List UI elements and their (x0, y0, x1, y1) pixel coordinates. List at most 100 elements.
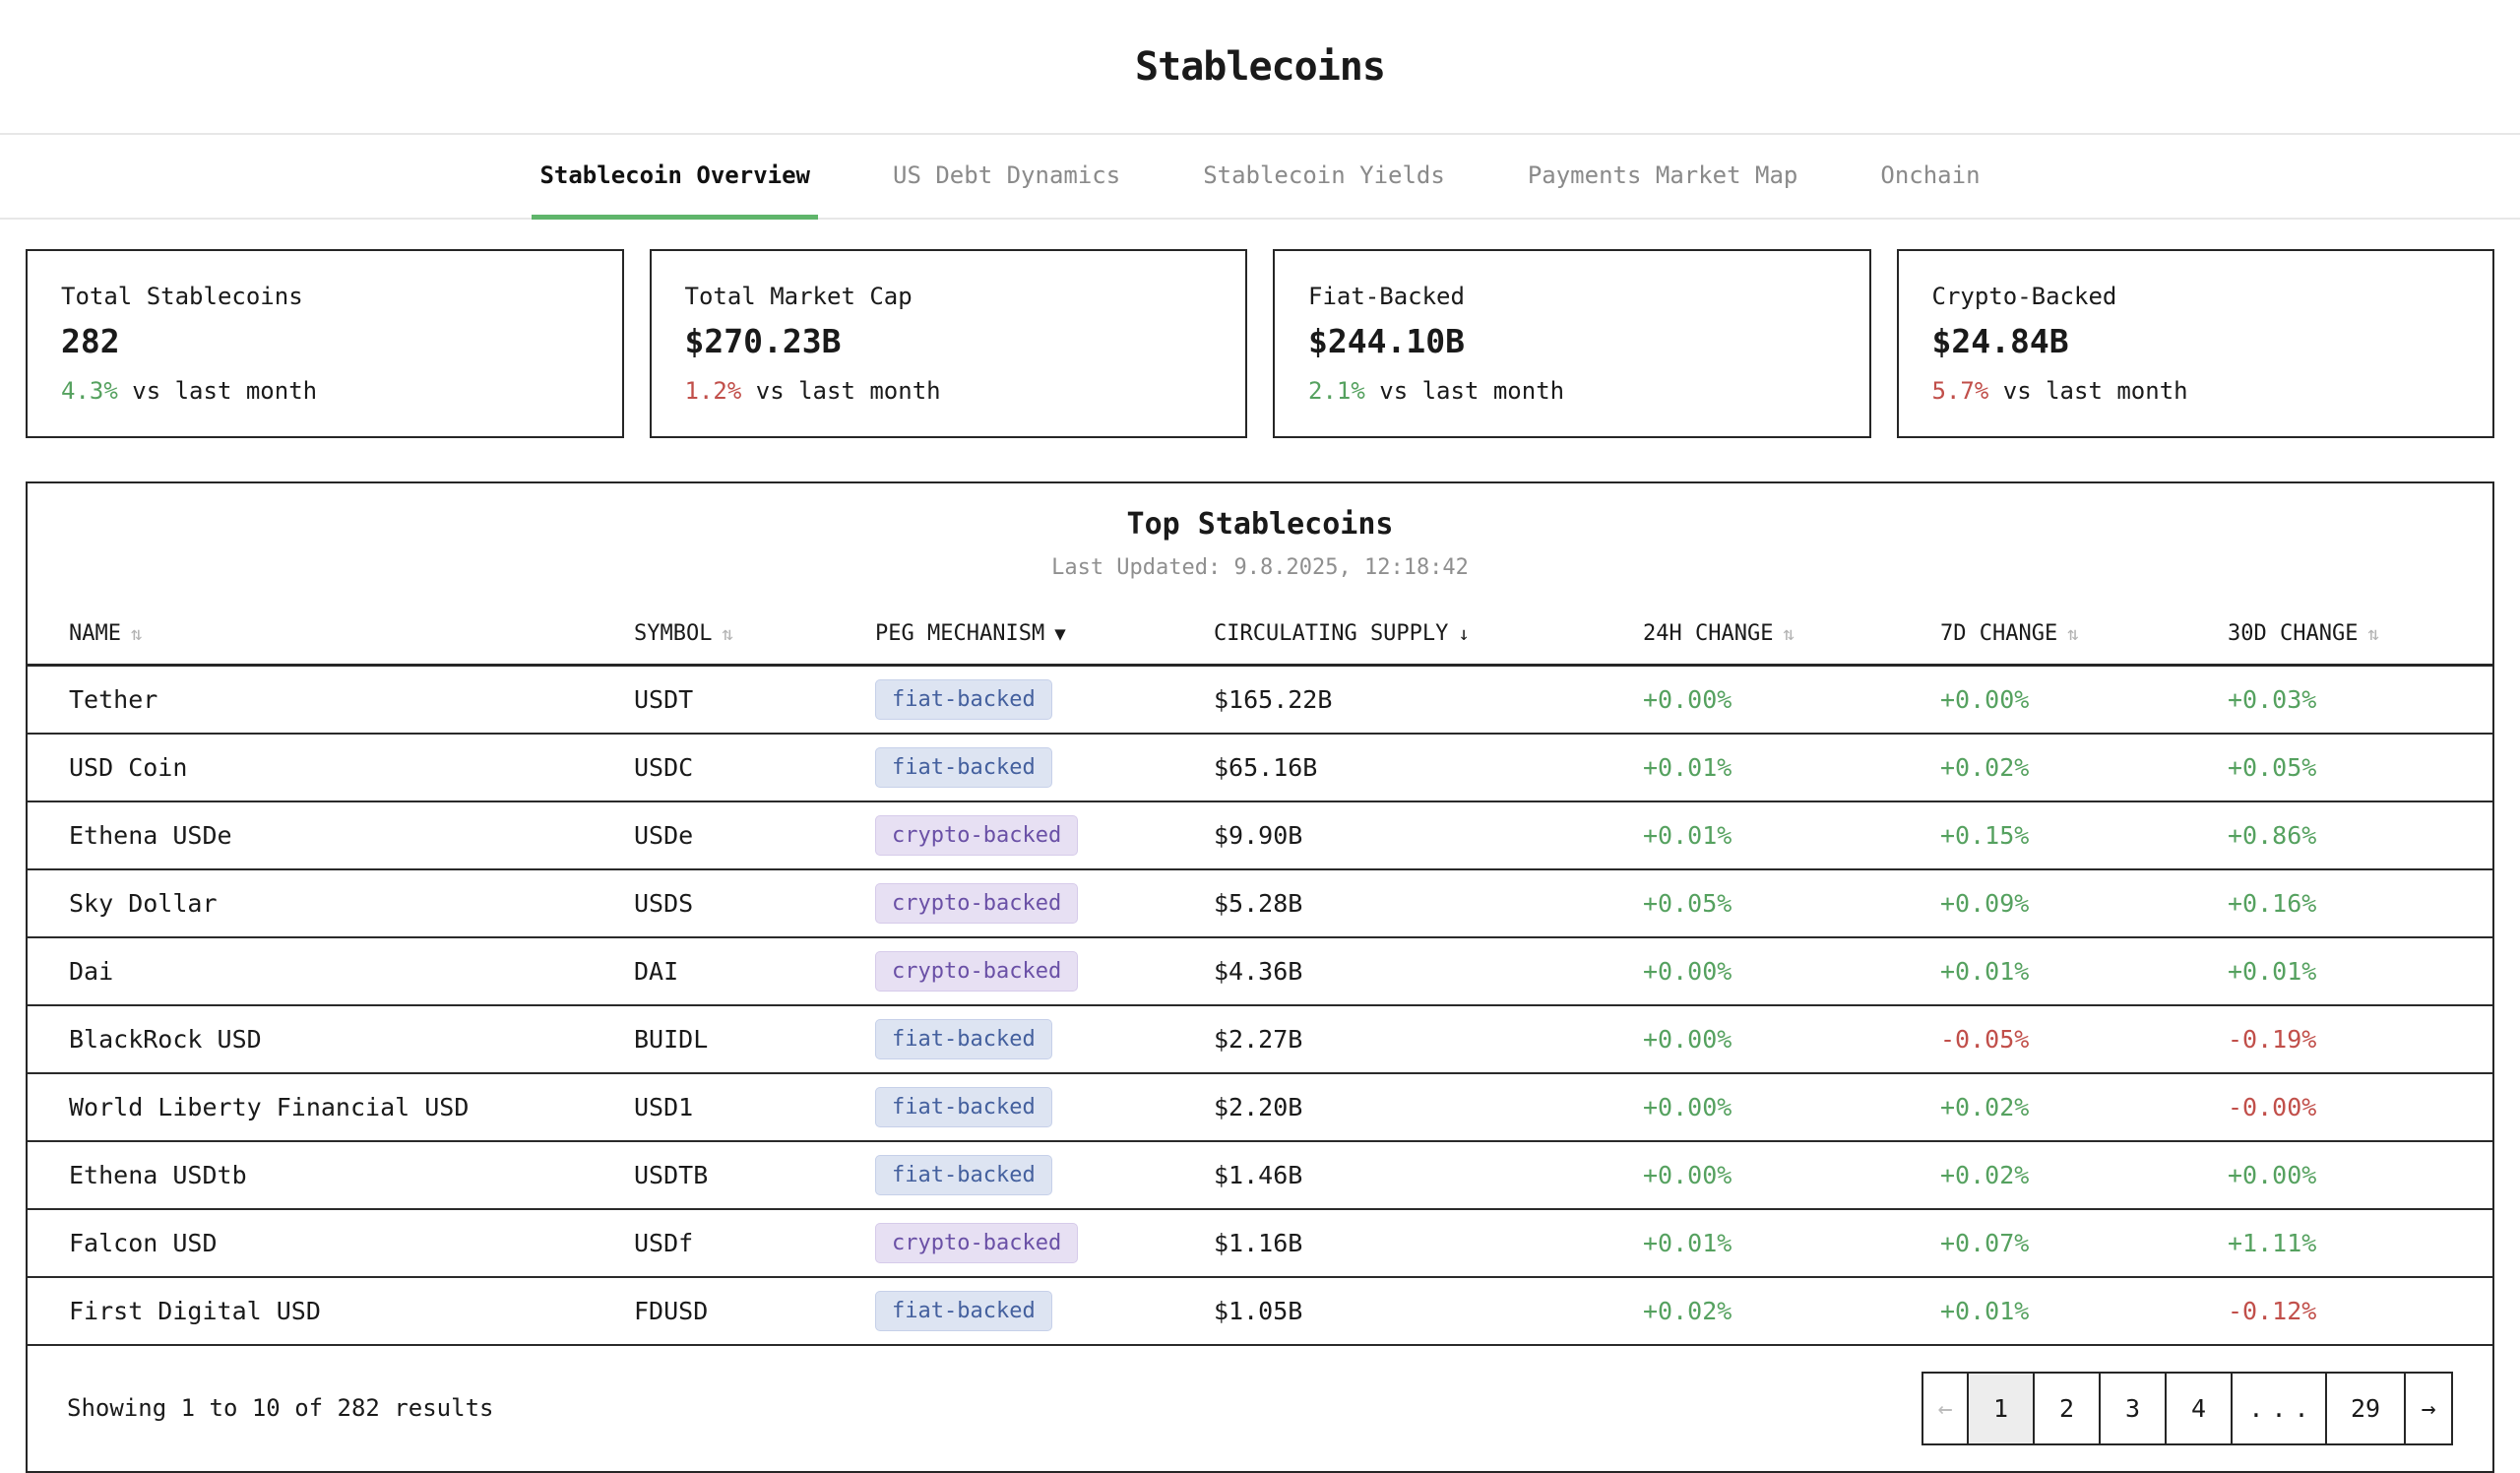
peg-mechanism-badge: crypto-backed (875, 814, 1079, 856)
column-header-name[interactable]: NAME ⇅ (28, 602, 634, 667)
cell-24h-change: +0.01% (1643, 1208, 1940, 1278)
cell-supply: $2.27B (1214, 1004, 1643, 1074)
cell-peg: fiat-backed (875, 733, 1214, 802)
cell-symbol: USDe (634, 801, 875, 870)
prev-page-button[interactable]: ← (1923, 1373, 1969, 1443)
cell-7d-change: +0.01% (1940, 936, 2228, 1006)
stat-card-fiat-backed: Fiat-Backed $244.10B 2.1% vs last month (1273, 249, 1871, 438)
stat-change-label: vs last month (117, 377, 318, 405)
cell-24h-change: +0.01% (1643, 733, 1940, 802)
stat-change-label: vs last month (741, 377, 941, 405)
column-header-symbol[interactable]: SYMBOL ⇅ (634, 602, 875, 667)
peg-mechanism-badge: fiat-backed (875, 678, 1052, 720)
cell-30d-change: +0.05% (2228, 733, 2492, 802)
sort-icon: ⇅ (2067, 623, 2079, 645)
cell-symbol: USDf (634, 1208, 875, 1278)
cell-30d-change: -0.12% (2228, 1276, 2492, 1346)
stat-change: 1.2% vs last month (685, 377, 1213, 405)
column-label: 7D CHANGE (1940, 621, 2058, 646)
cell-24h-change: +0.01% (1643, 801, 1940, 870)
stat-label: Total Market Cap (684, 283, 913, 310)
results-summary: Showing 1 to 10 of 282 results (67, 1394, 494, 1422)
cell-30d-change: +0.00% (2228, 1140, 2492, 1210)
table-row: USD Coin USDC fiat-backed $65.16B +0.01%… (28, 733, 2492, 802)
tab-bar: Stablecoin Overview US Debt Dynamics Sta… (0, 135, 2520, 220)
cell-30d-change: +0.86% (2228, 801, 2492, 870)
cell-symbol: USDC (634, 733, 875, 802)
column-header-24h-change[interactable]: 24H CHANGE ⇅ (1643, 602, 1940, 667)
next-page-button[interactable]: → (2406, 1373, 2451, 1443)
stat-card-total-stablecoins: Total Stablecoins 282 4.3% vs last month (26, 249, 624, 438)
cell-name: World Liberty Financial USD (28, 1072, 634, 1142)
stat-card-crypto-backed: Crypto-Backed $24.84B 5.7% vs last month (1896, 249, 2494, 438)
cell-name: Ethena USDe (28, 801, 634, 870)
cell-7d-change: +0.07% (1940, 1208, 2228, 1278)
sort-icon: ⇅ (1783, 623, 1795, 645)
cell-symbol: USD1 (634, 1072, 875, 1142)
peg-mechanism-badge: fiat-backed (875, 1290, 1052, 1331)
sort-icon: ⇅ (722, 623, 733, 645)
cell-peg: fiat-backed (875, 1140, 1214, 1210)
peg-mechanism-badge: fiat-backed (875, 1018, 1052, 1059)
table-row: BlackRock USD BUIDL fiat-backed $2.27B +… (28, 1004, 2492, 1074)
cell-supply: $165.22B (1214, 665, 1643, 735)
page-button-3[interactable]: 3 (2101, 1373, 2167, 1443)
cell-peg: crypto-backed (875, 936, 1214, 1006)
tab-onchain[interactable]: Onchain (1880, 160, 1981, 189)
cell-7d-change: +0.01% (1940, 1276, 2228, 1346)
stat-label: Total Stablecoins (61, 283, 303, 310)
cell-peg: crypto-backed (875, 801, 1214, 870)
cell-7d-change: +0.00% (1940, 665, 2228, 735)
cell-name: Dai (28, 936, 634, 1006)
column-label: PEG MECHANISM (875, 621, 1045, 646)
table-row: Tether USDT fiat-backed $165.22B +0.00% … (28, 665, 2492, 735)
cell-name: First Digital USD (28, 1276, 634, 1346)
stat-change-label: vs last month (1364, 377, 1565, 405)
cell-supply: $5.28B (1214, 868, 1643, 938)
tab-stablecoin-yields[interactable]: Stablecoin Yields (1203, 160, 1445, 189)
stat-value: 282 (61, 322, 120, 360)
column-header-30d-change[interactable]: 30D CHANGE ⇅ (2228, 602, 2492, 667)
sort-icon: ⇅ (2367, 623, 2379, 645)
page-button-1[interactable]: 1 (1969, 1373, 2035, 1443)
stat-value: $24.84B (1931, 322, 2069, 360)
cell-24h-change: +0.02% (1643, 1276, 1940, 1346)
cell-supply: $4.36B (1214, 936, 1643, 1006)
cell-symbol: DAI (634, 936, 875, 1006)
cell-24h-change: +0.00% (1643, 1072, 1940, 1142)
page-button-29[interactable]: 29 (2327, 1373, 2406, 1443)
peg-mechanism-badge: crypto-backed (875, 882, 1079, 924)
column-label: NAME (69, 621, 121, 646)
peg-mechanism-badge: crypto-backed (875, 1222, 1079, 1263)
tab-payments-market-map[interactable]: Payments Market Map (1527, 160, 1798, 189)
peg-mechanism-badge: fiat-backed (875, 1086, 1052, 1127)
tab-us-debt-dynamics[interactable]: US Debt Dynamics (893, 160, 1121, 189)
page-header: Stablecoins (0, 0, 2520, 135)
table-row: First Digital USD FDUSD fiat-backed $1.0… (28, 1276, 2492, 1346)
stat-cards-row: Total Stablecoins 282 4.3% vs last month… (26, 249, 2494, 438)
column-header-7d-change[interactable]: 7D CHANGE ⇅ (1940, 602, 2228, 667)
page-ellipsis[interactable]: ... (2233, 1373, 2327, 1443)
cell-7d-change: +0.15% (1940, 801, 2228, 870)
cell-7d-change: +0.02% (1940, 1140, 2228, 1210)
cell-7d-change: -0.05% (1940, 1004, 2228, 1074)
stat-label: Crypto-Backed (1931, 283, 2117, 310)
peg-mechanism-badge: fiat-backed (875, 1154, 1052, 1195)
page-button-4[interactable]: 4 (2167, 1373, 2233, 1443)
column-header-peg-mechanism[interactable]: PEG MECHANISM ▼ (875, 602, 1214, 667)
stat-card-total-market-cap: Total Market Cap $270.23B 1.2% vs last m… (649, 249, 1247, 438)
column-header-circulating-supply[interactable]: CIRCULATING SUPPLY ↓ (1214, 602, 1643, 667)
peg-mechanism-badge: crypto-backed (875, 950, 1079, 992)
cell-supply: $65.16B (1214, 733, 1643, 802)
page-button-2[interactable]: 2 (2035, 1373, 2101, 1443)
cell-name: Tether (28, 665, 634, 735)
cell-symbol: USDT (634, 665, 875, 735)
tab-stablecoin-overview[interactable]: Stablecoin Overview (532, 135, 818, 220)
cell-supply: $1.16B (1214, 1208, 1643, 1278)
stablecoins-table: NAME ⇅ SYMBOL ⇅ PEG MECHANISM ▼ CIRCULATING… (28, 602, 2492, 1346)
cell-peg: fiat-backed (875, 1072, 1214, 1142)
stat-change-percent: 2.1% (1308, 377, 1365, 405)
column-label: CIRCULATING SUPPLY (1214, 621, 1449, 646)
table-row: Ethena USDe USDe crypto-backed $9.90B +0… (28, 801, 2492, 870)
table-title: Top Stablecoins (1126, 507, 1394, 542)
